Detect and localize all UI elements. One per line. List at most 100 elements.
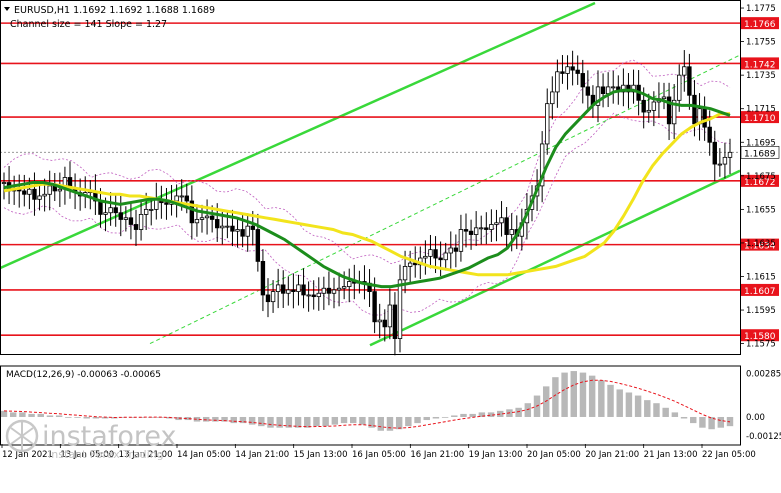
macd-bar bbox=[359, 416, 366, 425]
macd-bar bbox=[386, 416, 394, 431]
x-tick-label: 21 Jan 13:00 bbox=[644, 450, 698, 460]
macd-bar bbox=[616, 389, 623, 417]
candle-body bbox=[138, 214, 144, 230]
candle-body bbox=[504, 217, 509, 235]
macd-bar bbox=[542, 386, 550, 417]
watermark-brand: instaforex bbox=[42, 421, 176, 452]
y-tick-label: 1.1635 bbox=[746, 239, 776, 249]
candle-body bbox=[402, 266, 408, 281]
macd-bar bbox=[395, 416, 403, 430]
candle-body bbox=[570, 66, 575, 71]
candle-body bbox=[651, 101, 657, 111]
macd-bar bbox=[598, 380, 605, 417]
candle-body bbox=[22, 190, 27, 195]
candle-body bbox=[682, 66, 687, 76]
candle-body bbox=[341, 286, 347, 289]
x-tick-label: 20 Jan 21:00 bbox=[585, 450, 639, 460]
candle-body bbox=[473, 227, 479, 235]
candle-body bbox=[413, 262, 418, 266]
macd-bar bbox=[699, 416, 706, 428]
level-tag-1.1634 bbox=[741, 238, 779, 251]
macd-bar bbox=[193, 416, 201, 422]
current-price-label: 1.1689 bbox=[744, 149, 776, 159]
instaforex-logo-icon bbox=[5, 419, 39, 453]
macd-bar bbox=[653, 403, 660, 417]
candle-body bbox=[143, 208, 149, 215]
macd-bar bbox=[46, 415, 54, 417]
macd-bar bbox=[294, 416, 302, 428]
candle-body bbox=[103, 212, 108, 215]
candle-body bbox=[433, 249, 438, 259]
macd-bar bbox=[37, 413, 44, 417]
level-tag-1.1710 bbox=[741, 111, 779, 124]
macd-bar bbox=[212, 416, 219, 422]
macd-bar bbox=[634, 395, 642, 417]
candle-body bbox=[184, 195, 189, 202]
macd-bar bbox=[267, 416, 274, 428]
macd-bar bbox=[202, 416, 210, 422]
candle-body bbox=[209, 215, 215, 220]
candle-body bbox=[113, 207, 118, 214]
macd-bar bbox=[230, 416, 237, 424]
macd-bar bbox=[55, 415, 63, 417]
level-label-1.1607: 1.1607 bbox=[744, 287, 776, 297]
candle-body bbox=[220, 225, 225, 229]
header-arrow-icon bbox=[4, 7, 10, 11]
candle-body bbox=[42, 193, 47, 197]
macd-bar bbox=[625, 392, 633, 417]
candle-body bbox=[611, 86, 616, 89]
candle-body bbox=[443, 252, 448, 261]
watermark-tagline: Instant Forex Trading bbox=[48, 448, 164, 461]
macd-bar bbox=[368, 416, 375, 428]
candle-body bbox=[585, 86, 591, 96]
candle-body bbox=[565, 66, 570, 74]
x-tick-label: 16 Jan 21:00 bbox=[410, 450, 464, 460]
candle-body bbox=[702, 108, 707, 128]
y-tick-label: 1.1735 bbox=[746, 71, 776, 81]
macd-bar bbox=[0, 410, 8, 417]
macd-bar bbox=[9, 412, 17, 417]
candle-body bbox=[392, 304, 398, 339]
macd-bar bbox=[239, 416, 247, 424]
macd-bar bbox=[414, 416, 421, 424]
macd-label: MACD(12,26,9) -0.00063 -0.00065 bbox=[6, 370, 161, 380]
macd-bar bbox=[322, 416, 329, 427]
macd-bar bbox=[101, 416, 109, 419]
candle-body bbox=[154, 198, 159, 210]
x-tick-label: 13 Jan 05:00 bbox=[60, 450, 114, 460]
candle-body bbox=[580, 73, 585, 88]
x-tick-label: 16 Jan 05:00 bbox=[352, 450, 406, 460]
macd-bar bbox=[184, 416, 192, 421]
macd-tick-label: 0.00 bbox=[746, 413, 765, 423]
candle-body bbox=[311, 294, 316, 298]
candle-body bbox=[270, 291, 276, 303]
channel-lower-line bbox=[369, 169, 741, 347]
macd-bar bbox=[423, 416, 430, 421]
candle-body bbox=[641, 99, 646, 113]
x-tick-label: 20 Jan 05:00 bbox=[527, 450, 581, 460]
macd-bar bbox=[451, 415, 458, 417]
candle-body bbox=[123, 217, 129, 220]
candle-body bbox=[377, 319, 382, 323]
candle-body bbox=[423, 255, 428, 259]
candle-body bbox=[499, 217, 504, 224]
macd-bar bbox=[644, 400, 651, 417]
ma-slow-line bbox=[3, 88, 731, 289]
macd-bar bbox=[28, 413, 35, 417]
candle-body bbox=[387, 304, 393, 328]
candle-body bbox=[347, 281, 352, 287]
x-tick-label: 12 Jan 2021 bbox=[2, 450, 53, 460]
y-tick-label: 1.1775 bbox=[746, 4, 776, 14]
macd-bar bbox=[460, 413, 467, 417]
candle-body bbox=[382, 319, 387, 328]
y-tick-label: 1.1755 bbox=[746, 38, 776, 48]
candle-body bbox=[260, 260, 266, 296]
chart-header-title: EURUSD,H1 1.1692 1.1692 1.1688 1.1689 bbox=[14, 5, 215, 16]
candle-body bbox=[301, 284, 306, 296]
y-tick-label: 1.1595 bbox=[746, 306, 776, 316]
candle-body bbox=[468, 230, 474, 235]
candle-body bbox=[509, 229, 514, 235]
y-tick-label: 1.1615 bbox=[746, 272, 776, 282]
candle-body bbox=[712, 141, 717, 165]
